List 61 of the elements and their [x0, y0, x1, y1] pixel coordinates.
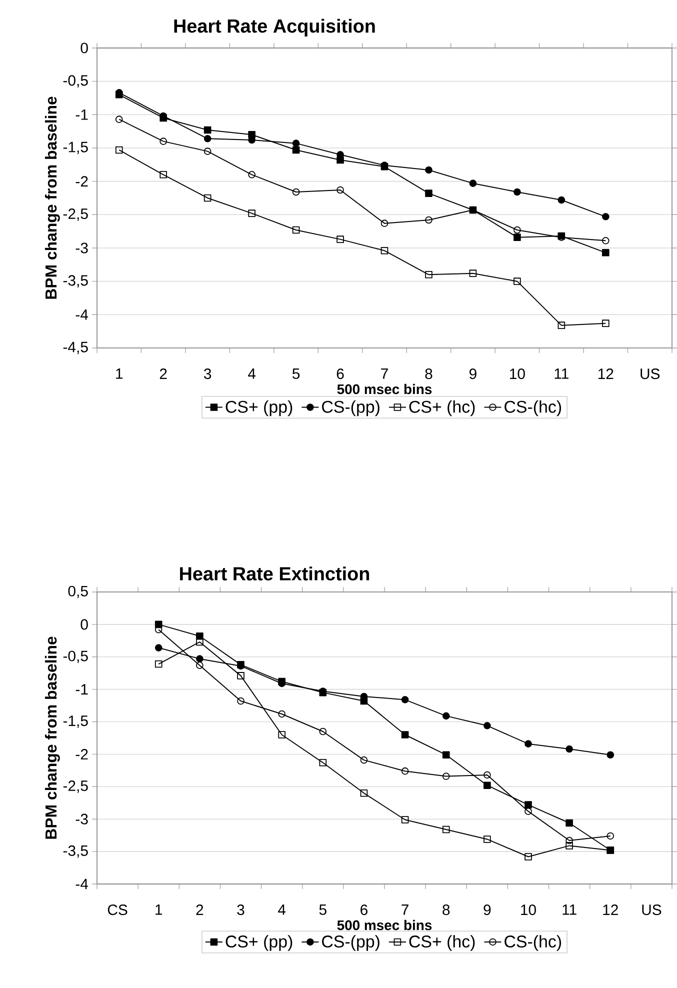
x-axis-title: 500 msec bins [337, 920, 432, 930]
y-tick-label: -0,5 [63, 650, 88, 664]
x-tick-label: 9 [469, 368, 476, 380]
y-tick-label: -1 [76, 110, 88, 120]
x-tick-label: 3 [204, 368, 211, 380]
x-tick-label: 10 [510, 368, 525, 380]
x-tick-label: 2 [160, 368, 167, 379]
x-tick-label: 6 [336, 368, 344, 380]
legend-label: CS-(hc) [504, 400, 561, 416]
legend-label: CS-(pp) [322, 400, 380, 416]
y-tick-label: -1,5 [63, 716, 88, 728]
x-tick-label: 2 [196, 904, 203, 915]
y-tick-label: -4 [76, 310, 88, 320]
x-tick-label: 8 [425, 368, 432, 380]
x-axis-title: 500 msec bins [337, 384, 432, 394]
y-tick-label: 0,5 [68, 586, 88, 598]
x-tick-label: 10 [520, 904, 536, 916]
x-tick-label: 5 [292, 368, 300, 379]
x-tick-label: 4 [278, 904, 286, 915]
x-tick-label: 11 [554, 368, 568, 379]
legend-label: CS+ (hc) [409, 935, 474, 951]
y-tick-label: -1 [76, 684, 88, 694]
y-axis-title: BPM change from baseline [44, 636, 60, 839]
x-tick-label: 7 [380, 368, 388, 379]
chart-title: Heart Rate Acquisition [174, 18, 375, 36]
x-tick-label: 1 [116, 368, 122, 379]
legend-label: CS-(pp) [322, 935, 380, 951]
legend-label: CS+ (pp) [226, 935, 292, 951]
y-tick-label: -2,5 [63, 208, 88, 221]
y-tick-label: -3,5 [63, 845, 88, 858]
y-axis-title: BPM change from baseline [44, 96, 60, 299]
chart-title: Heart Rate Extinction [180, 566, 369, 580]
y-tick-label: 0 [80, 42, 88, 54]
x-tick-label: 4 [248, 368, 256, 379]
x-tick-label: 1 [155, 904, 162, 915]
x-tick-label: US [640, 368, 660, 380]
x-tick-label: US [642, 904, 661, 916]
y-tick-label: -4,5 [63, 342, 88, 354]
x-tick-label: 11 [562, 904, 576, 915]
x-tick-label: 6 [360, 904, 368, 916]
x-tick-label: 8 [442, 904, 450, 916]
legend-label: CS+ (pp) [226, 400, 292, 416]
y-tick-label: -1,5 [63, 142, 88, 154]
x-tick-label: CS [108, 904, 128, 916]
y-tick-label: -4 [76, 878, 88, 890]
y-tick-label: -3,5 [63, 275, 88, 288]
y-tick-label: -3 [76, 242, 88, 254]
y-tick-label: -2 [76, 748, 88, 760]
y-tick-label: -2 [76, 176, 88, 187]
y-tick-label: -2,5 [63, 780, 88, 793]
y-tick-label: -3 [76, 814, 88, 824]
y-tick-label: -0,5 [63, 75, 88, 88]
y-tick-label: 0 [80, 619, 88, 630]
x-tick-label: 12 [598, 368, 614, 379]
x-tick-label: 7 [401, 904, 408, 915]
x-tick-label: 9 [484, 904, 490, 916]
x-tick-label: 5 [319, 904, 326, 915]
legend-label: CS+ (hc) [409, 400, 474, 416]
x-tick-label: 12 [603, 904, 618, 915]
legend-label: CS-(hc) [504, 935, 561, 951]
x-tick-label: 3 [236, 904, 244, 916]
